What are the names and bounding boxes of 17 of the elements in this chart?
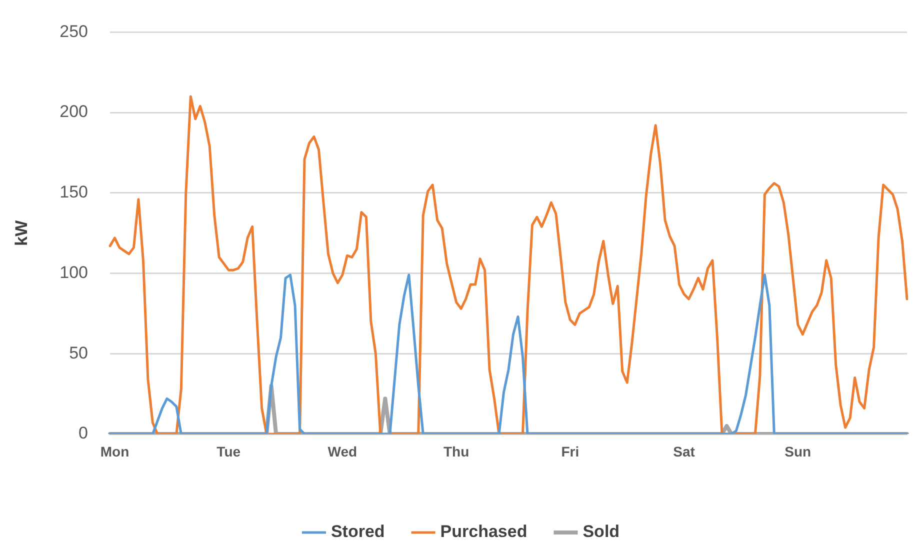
x-tick-label: Thu bbox=[443, 443, 470, 460]
x-tick-label: Wed bbox=[328, 443, 358, 460]
x-tick-label: Tue bbox=[216, 443, 241, 460]
y-tick-label: 0 bbox=[78, 424, 88, 443]
legend-label: Purchased bbox=[440, 522, 528, 542]
legend-label: Stored bbox=[330, 522, 385, 542]
y-tick-label: 50 bbox=[69, 343, 88, 362]
legend-label: Sold bbox=[582, 522, 620, 542]
y-tick-label: 150 bbox=[60, 182, 88, 202]
x-tick-label: Fri bbox=[561, 443, 580, 460]
x-tick-label: Sun bbox=[784, 443, 812, 460]
y-axis-title: kW bbox=[12, 219, 31, 246]
x-tick-label: Sat bbox=[673, 443, 696, 460]
y-tick-label: 100 bbox=[60, 262, 88, 282]
x-tick-label: Mon bbox=[100, 443, 130, 460]
y-tick-label: 250 bbox=[60, 22, 88, 41]
y-tick-label: 200 bbox=[60, 102, 88, 122]
